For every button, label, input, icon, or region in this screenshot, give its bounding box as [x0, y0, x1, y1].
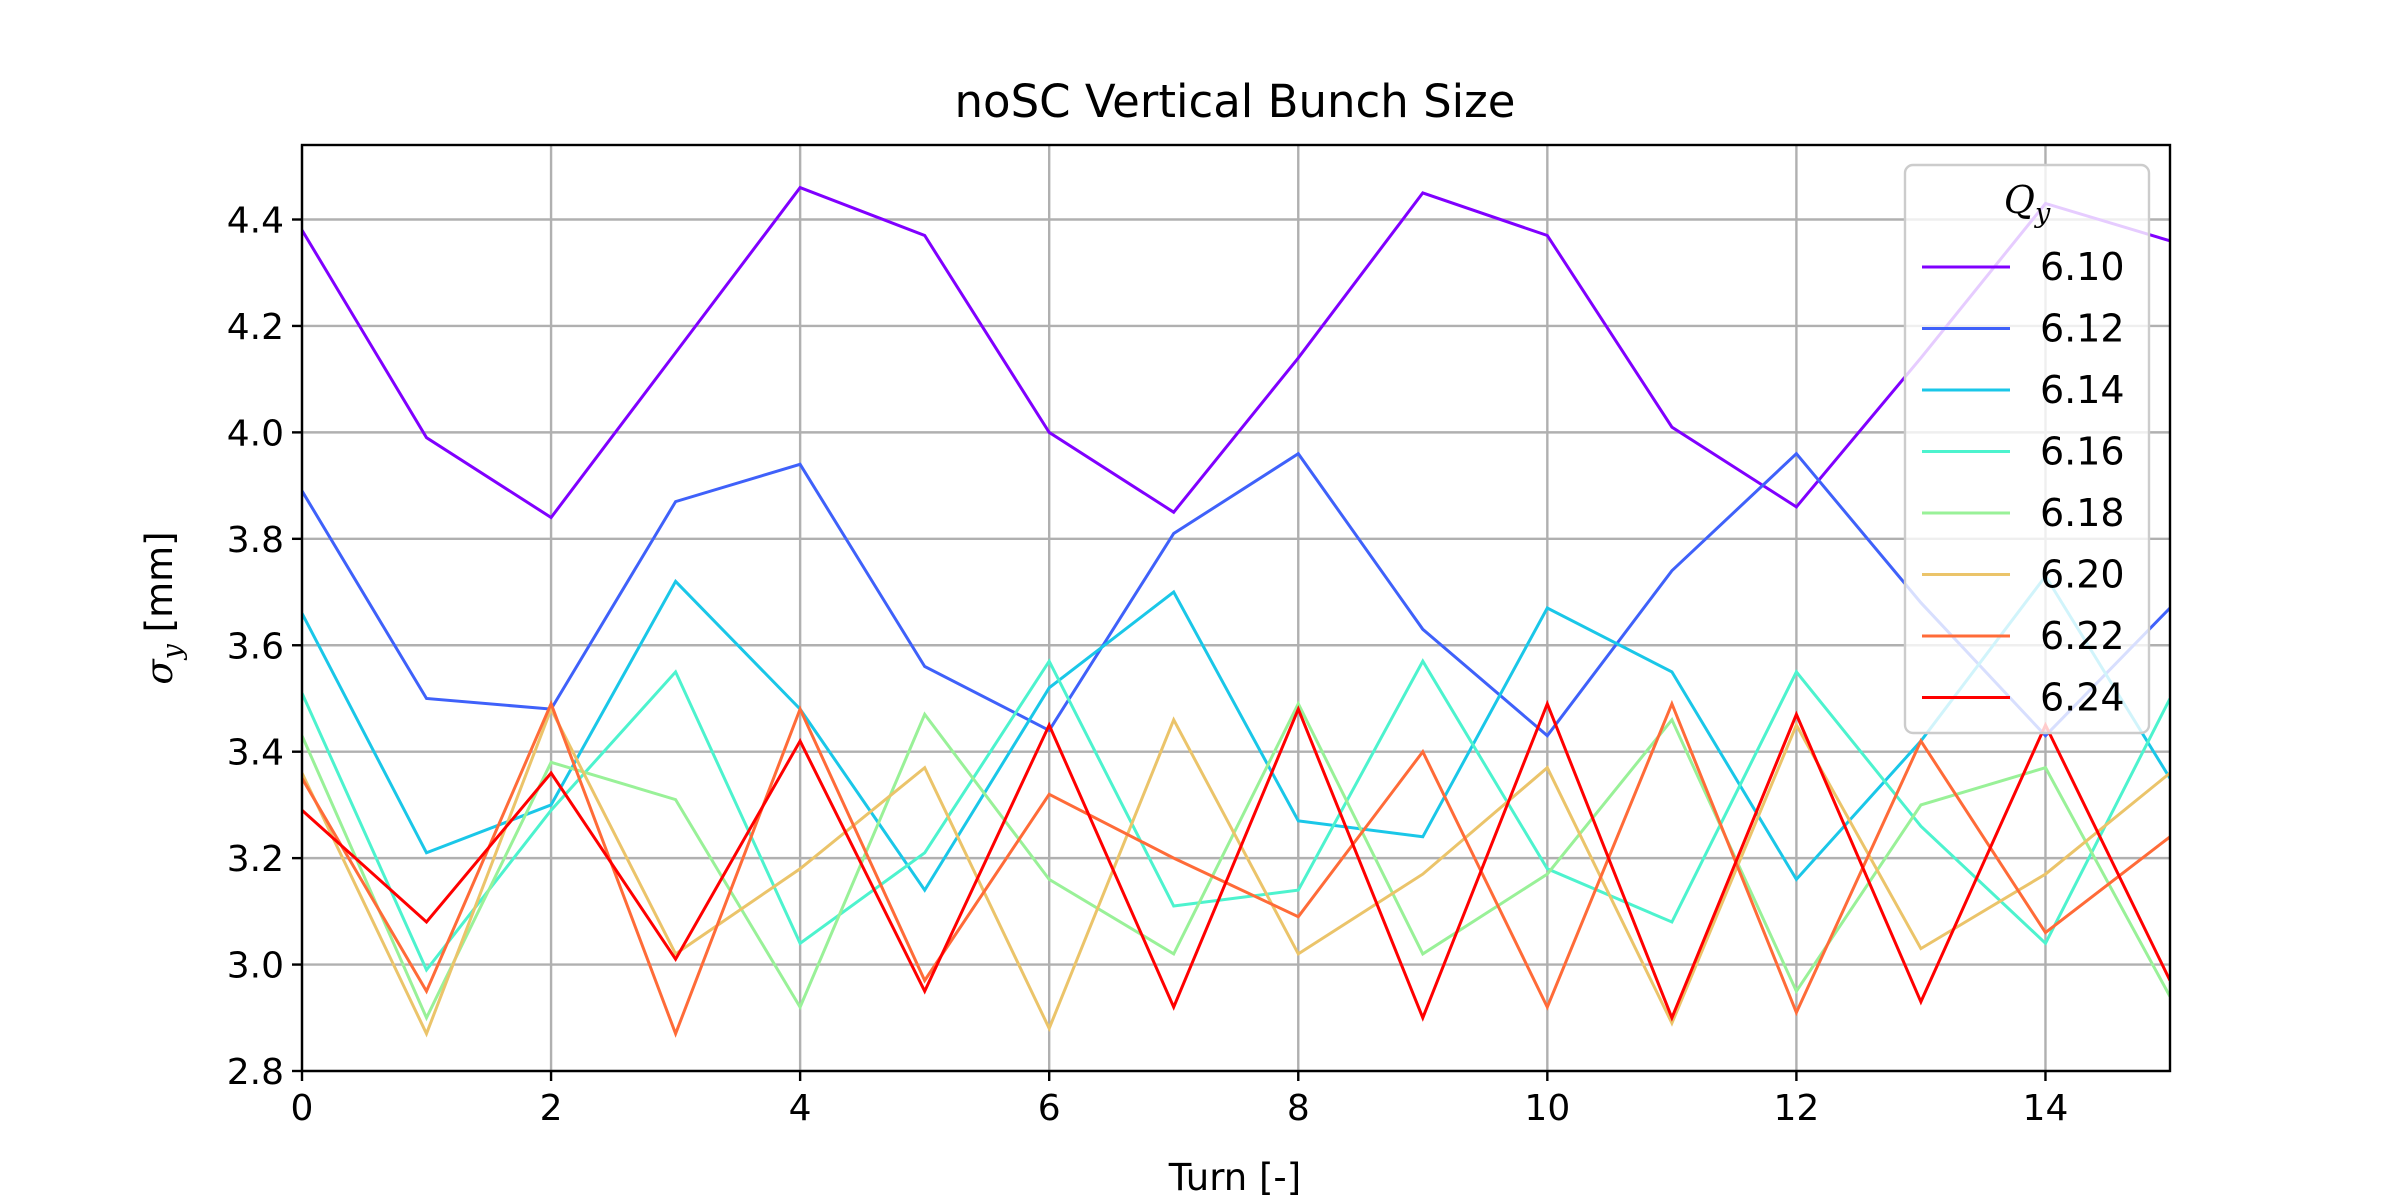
- x-tick-label: 6: [1038, 1088, 1061, 1129]
- y-tick-label: 2.8: [227, 1052, 284, 1093]
- x-tick-label: 0: [291, 1088, 314, 1129]
- x-tick-label: 8: [1287, 1088, 1310, 1129]
- y-tick-label: 3.8: [227, 520, 284, 561]
- axis-ticks: 0 2 4 6 8 10 12 14 2.8 3.0 3.2 3.4 3.6 3.8 4.0 4.2 4.4: [227, 201, 2069, 1129]
- legend-title: Qy: [2004, 178, 2051, 229]
- legend: Qy 6.10 6.12 6.14 6.16 6.18 6.20 6.22 6.24: [1903, 163, 2151, 735]
- series-line-6-20: [302, 705, 2170, 1038]
- y-tick-label: 3.4: [227, 733, 284, 774]
- series-line-6-16: [302, 658, 2170, 973]
- legend-label: 6.10: [2040, 245, 2125, 289]
- x-tick-label: 12: [1773, 1088, 1819, 1129]
- legend-label: 6.18: [2040, 491, 2125, 535]
- chart-title: noSC Vertical Bunch Size: [955, 75, 1516, 128]
- legend-label: 6.14: [2040, 368, 2125, 412]
- legend-box: [1903, 163, 2151, 735]
- series-line-6-12: [302, 451, 2170, 738]
- x-tick-label: 2: [540, 1088, 563, 1129]
- y-tick-label: 3.6: [227, 626, 284, 667]
- series-layer: [302, 185, 2170, 1038]
- y-axis-label-unit: [mm]: [138, 531, 181, 644]
- y-tick-label: 4.4: [227, 201, 284, 242]
- y-axis-label-symbol: σ: [138, 658, 181, 685]
- series-line-6-10: [302, 185, 2170, 520]
- series-line-6-24: [302, 699, 2170, 1022]
- y-tick-label: 4.0: [227, 413, 284, 454]
- legend-title-subscript: y: [2034, 198, 2051, 229]
- legend-label: 6.22: [2040, 614, 2125, 658]
- y-tick-label: 3.0: [227, 946, 284, 987]
- series-line-6-18: [302, 700, 2170, 1022]
- y-tick-label: 3.2: [227, 839, 284, 880]
- legend-label: 6.20: [2040, 553, 2125, 597]
- y-axis-label: σy [mm]: [138, 531, 188, 684]
- x-tick-label: 4: [789, 1088, 812, 1129]
- legend-label: 6.24: [2040, 676, 2125, 720]
- series-line-6-14: [302, 573, 2170, 893]
- legend-label: 6.12: [2040, 307, 2125, 351]
- plot-frame: [300, 143, 2172, 1073]
- legend-entries: 6.10 6.12 6.14 6.16 6.18 6.20 6.22 6.24: [1922, 245, 2125, 720]
- y-tick-label: 4.2: [227, 307, 284, 348]
- x-axis-label: Turn [-]: [1168, 1156, 1301, 1199]
- y-axis-label-subscript: y: [157, 643, 188, 660]
- x-tick-label: 10: [1524, 1088, 1570, 1129]
- legend-title-symbol: Q: [2004, 178, 2035, 222]
- x-tick-label: 14: [2023, 1088, 2069, 1129]
- legend-label: 6.16: [2040, 430, 2125, 474]
